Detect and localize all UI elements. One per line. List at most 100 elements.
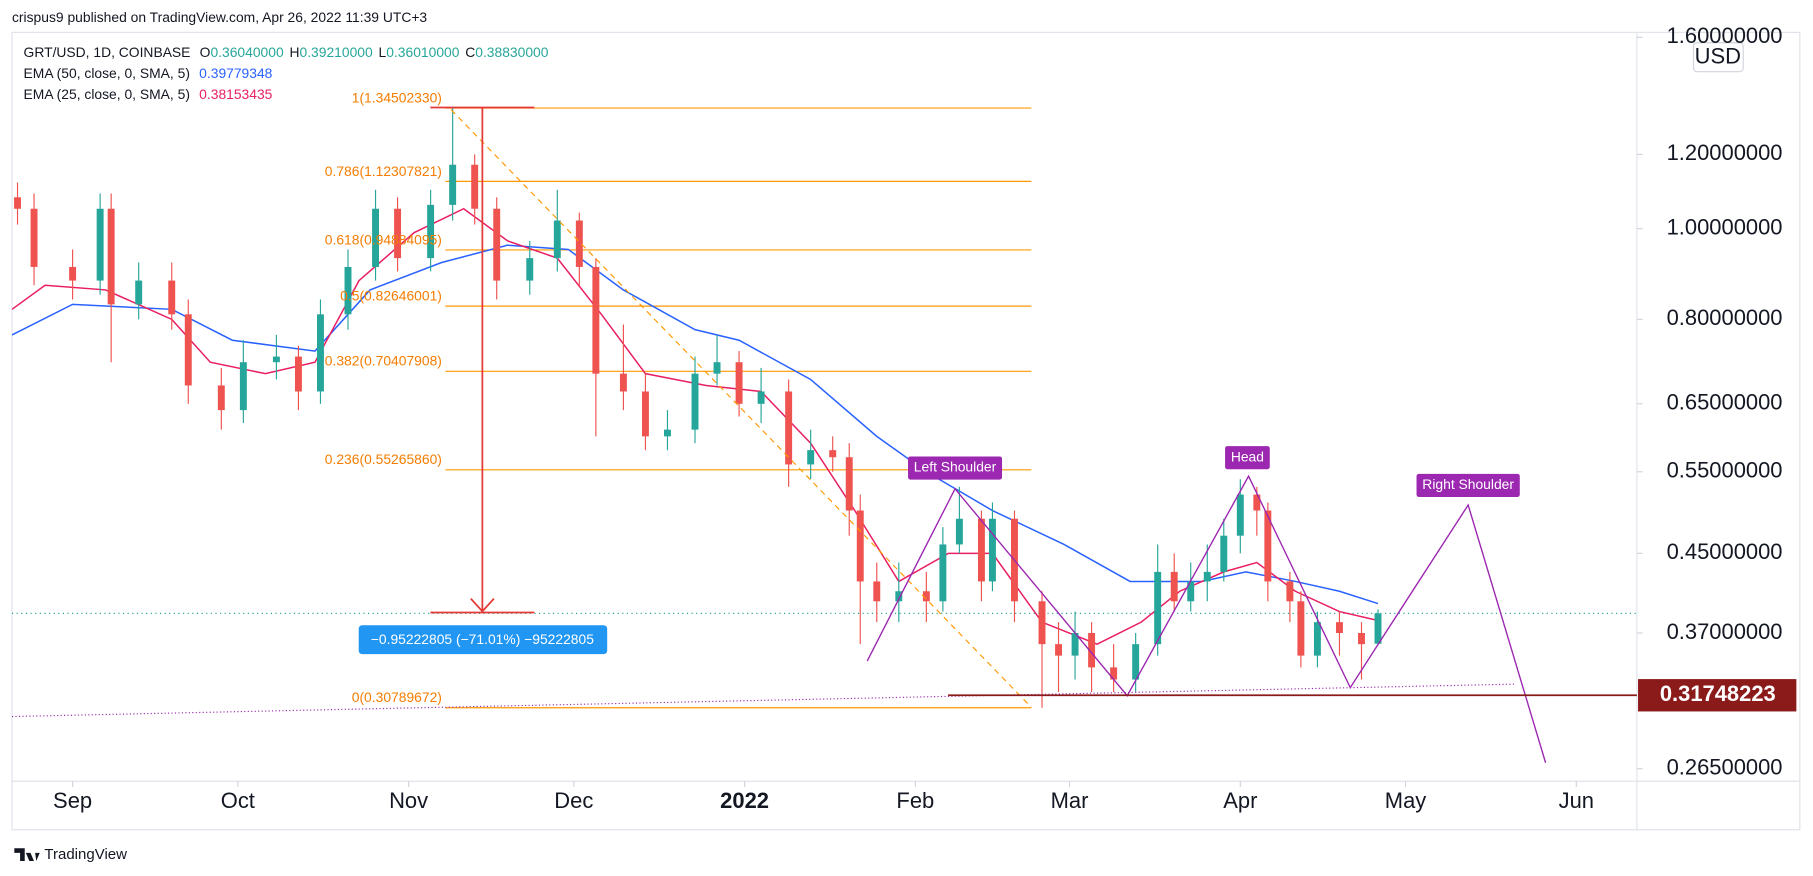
candle-body: [526, 258, 534, 281]
fib-label: 1(1.34502330): [352, 89, 442, 105]
legend-key: C: [465, 44, 475, 60]
candle-body: [922, 591, 930, 602]
legend-line: EMA (25, close, 0, SMA, 5) 0.38153435: [24, 85, 273, 101]
candle-body: [344, 266, 352, 315]
candle-body: [1132, 644, 1140, 680]
pattern-label-text: Right Shoulder: [1422, 476, 1514, 492]
candle-body: [1187, 581, 1195, 602]
candle-body: [895, 591, 903, 602]
fib-label: 0.618(0.94884095): [325, 231, 442, 247]
candle-body: [735, 362, 743, 404]
pattern-label-text: Left Shoulder: [914, 459, 997, 475]
fib-label: 0(0.30789672): [352, 689, 442, 705]
y-tick-label: 0.37000000: [1667, 619, 1783, 644]
candle-body: [1203, 571, 1211, 582]
measure-label: −0.95222805 (−71.01%) −95222805: [371, 631, 594, 647]
publish-info: crispus9 published on TradingView.com, A…: [12, 9, 427, 25]
x-tick-label: Jun: [1559, 788, 1594, 813]
candle-body: [664, 429, 671, 437]
candle-body: [575, 220, 583, 267]
candle-body: [829, 450, 837, 458]
plot-area: [11, 36, 1643, 788]
y-tick-label: 0.80000000: [1667, 305, 1783, 330]
candle-body: [845, 457, 853, 511]
pattern-label-box: [1416, 473, 1520, 497]
legend-line: GRT/USD, 1D, COINBASE O0.36040000 H0.39210…: [24, 44, 549, 60]
legend-value: 0.36010000: [386, 44, 460, 60]
y-tick-label: 0.26500000: [1667, 755, 1783, 780]
candle-body: [1071, 633, 1079, 656]
pattern-label-box: [1225, 446, 1270, 470]
y-tick-label: 0.55000000: [1667, 458, 1783, 483]
candle-body: [493, 208, 501, 281]
frame: [11, 31, 1801, 831]
candle-body: [168, 280, 176, 315]
candle-body: [1286, 581, 1294, 602]
candle-body: [1170, 571, 1178, 602]
measure-arrowhead: [470, 598, 495, 613]
candle-body: [955, 518, 963, 545]
footer-logo: TradingView: [14, 846, 127, 863]
candle-body: [1253, 494, 1261, 511]
legend-series-value: 0.38153435: [199, 85, 273, 101]
head-shoulders-pattern: [866, 474, 1547, 763]
candle-body: [394, 208, 402, 259]
legend-line: EMA (50, close, 0, SMA, 5) 0.39779348: [24, 65, 273, 81]
pattern-label-text: Head: [1231, 448, 1264, 464]
y-tick-label: 1.20000000: [1667, 140, 1783, 165]
candle-body: [217, 385, 225, 411]
legend-symbol: GRT/USD, 1D, COINBASE: [24, 44, 191, 60]
candle-body: [1335, 622, 1343, 634]
fib-label: 0.5(0.82646001): [340, 288, 442, 304]
x-tick-label: Nov: [389, 788, 428, 813]
legend-key: L: [379, 44, 387, 60]
candle-body: [988, 518, 996, 582]
candle-body: [239, 362, 247, 411]
x-tick-label: Sep: [53, 788, 92, 813]
x-tick-label: Apr: [1223, 788, 1257, 813]
candle-body: [1236, 494, 1244, 536]
candle-body: [977, 518, 985, 582]
candle-body: [14, 197, 21, 209]
candle-body: [135, 280, 143, 305]
candle-body: [96, 208, 104, 281]
legend-series-value: 0.39779348: [199, 65, 273, 81]
candle-body: [757, 391, 765, 404]
x-tick-label: Oct: [221, 788, 255, 813]
pattern-label-box: [908, 456, 1003, 480]
candle-body: [856, 510, 864, 582]
legend-value: 0.39210000: [299, 44, 373, 60]
currency-box: [1692, 42, 1744, 73]
candle-body: [1264, 510, 1272, 582]
candle-body: [272, 356, 280, 363]
candle-body: [785, 391, 793, 465]
candle-body: [873, 581, 881, 602]
x-tick-label: May: [1385, 788, 1426, 813]
candle-body: [619, 373, 627, 392]
x-tick-label: Feb: [896, 788, 934, 813]
fib-label: 0.382(0.70407908): [325, 353, 442, 369]
price-line-label: 0.31748223: [1660, 681, 1776, 706]
candle-body: [1154, 571, 1162, 645]
measure-tool: −0.95222805 (−71.01%) −95222805: [358, 106, 608, 655]
candle-body: [1358, 633, 1365, 645]
x-tick-label: Mar: [1051, 788, 1089, 813]
candle-body: [471, 164, 479, 209]
x-tick-label: 2022: [720, 788, 769, 813]
candle-body: [1297, 601, 1305, 656]
candle-body: [427, 204, 435, 259]
fib-label: 0.236(0.55265860): [325, 451, 442, 467]
candle-body: [372, 208, 380, 267]
candle-body: [184, 314, 192, 386]
candle-body: [107, 208, 115, 305]
legend-series-name: EMA (25, close, 0, SMA, 5): [24, 85, 190, 101]
candle-body: [1374, 613, 1382, 644]
candle-body: [69, 266, 77, 281]
measure-label-box: [358, 625, 608, 655]
candle-body: [1038, 601, 1046, 645]
price-line-box: [1638, 679, 1797, 712]
y-tick-label: 1.60000000: [1667, 23, 1783, 48]
y-tick-label: 0.65000000: [1667, 390, 1783, 415]
